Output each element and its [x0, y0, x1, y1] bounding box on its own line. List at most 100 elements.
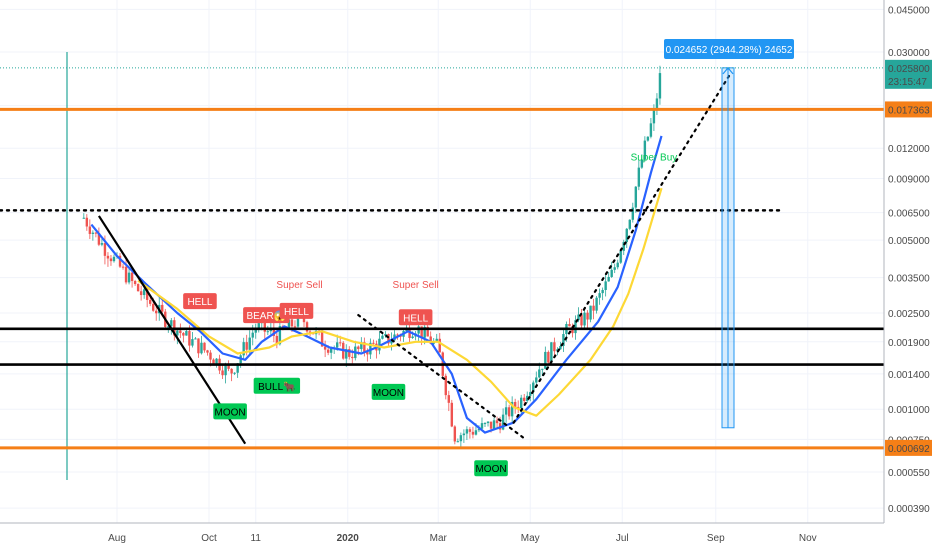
candle-body: [85, 217, 89, 227]
candle-body: [91, 232, 95, 234]
candle-body: [516, 406, 520, 409]
candle-body: [369, 342, 372, 355]
candle-body: [429, 336, 432, 344]
dotted-trendline: [512, 74, 731, 424]
candle-body: [411, 336, 414, 339]
price-tick-label: 0.006500: [888, 209, 930, 220]
candle-body: [426, 326, 429, 337]
candle-body: [471, 431, 475, 435]
candle-body: [320, 331, 324, 347]
candle-body: [293, 326, 297, 328]
candle-body: [357, 346, 360, 350]
candle-body: [619, 250, 622, 263]
signal-label-text: HELL: [403, 313, 428, 324]
candle-body: [139, 291, 143, 296]
candle-body: [188, 331, 191, 346]
candle-body: [221, 370, 224, 376]
candle-body: [658, 73, 662, 99]
candle-body: [308, 331, 312, 333]
candle-body: [640, 159, 644, 168]
candle-body: [227, 365, 230, 369]
candle-body: [97, 233, 101, 245]
candle-body: [200, 342, 203, 354]
candle-body: [366, 351, 369, 355]
candle-body: [643, 140, 647, 160]
candle-body: [495, 420, 499, 424]
signal-label-box: [279, 302, 314, 319]
signal-label-text: Super Buy: [631, 152, 678, 163]
candle-body: [266, 331, 270, 333]
candle-body: [577, 314, 580, 321]
candle-body: [568, 323, 571, 327]
time-tick-label: Mar: [430, 533, 448, 544]
signal-label: MOON: [371, 383, 406, 400]
candle-body: [381, 335, 384, 339]
candle-body: [601, 289, 604, 294]
price-label-text: 0.000692: [888, 444, 930, 455]
time-tick-label: Jul: [616, 533, 629, 544]
signal-label-box: [253, 377, 301, 394]
candle-body: [206, 350, 209, 353]
candle-body: [489, 421, 493, 429]
candle-body: [248, 337, 251, 350]
candle-body: [263, 321, 267, 332]
candle-body: [209, 352, 212, 360]
candle-body: [275, 335, 279, 345]
time-tick-label: Oct: [201, 533, 217, 544]
time-axis: Aug Oct 11 2020 Mar May Jul Sep Nov: [0, 522, 932, 550]
candle-body: [329, 348, 333, 353]
candle-body: [88, 226, 92, 234]
signal-label-text: MOON: [475, 464, 506, 475]
candle-body: [287, 319, 291, 329]
candle-body: [121, 266, 125, 268]
candle-body: [583, 312, 586, 326]
candle-body: [486, 421, 490, 424]
candle-body: [625, 228, 628, 243]
candle-body: [435, 338, 438, 342]
candle-body: [477, 428, 481, 431]
candle-body: [109, 258, 113, 262]
candle-body: [176, 330, 179, 336]
signal-label-box: [371, 383, 406, 400]
price-label-text: 0.025800: [888, 64, 930, 75]
candle-body: [348, 349, 351, 357]
price-tick-label: 0.000550: [888, 468, 930, 479]
candle-body: [535, 377, 538, 383]
signal-label-box: [243, 307, 290, 324]
candle-body: [212, 359, 215, 365]
candle-body: [652, 110, 656, 124]
signal-label: HELL: [398, 309, 433, 326]
candle-body: [155, 310, 158, 314]
candle-body: [474, 430, 478, 435]
candle-body: [257, 323, 260, 328]
candle-body: [236, 363, 239, 373]
candle-body: [595, 297, 598, 311]
candle-body: [529, 392, 532, 396]
candle-body: [326, 349, 330, 353]
candle-body: [185, 331, 188, 336]
candle-body: [100, 243, 104, 245]
signal-label: MOON: [213, 403, 247, 420]
candle-body: [339, 342, 342, 344]
candle-body: [215, 358, 218, 365]
candle-body: [447, 395, 451, 403]
price-label-text: 0.017363: [888, 105, 930, 116]
candle-body: [296, 313, 300, 327]
price-tick-label: 0.000390: [888, 504, 930, 515]
candle-body: [438, 338, 441, 353]
candle-body: [384, 333, 387, 336]
candle-body: [634, 186, 638, 208]
candle-body: [613, 267, 616, 270]
candle-body: [112, 256, 116, 262]
candle-body: [462, 433, 466, 436]
candle-body: [170, 320, 173, 327]
candle-body: [179, 330, 182, 334]
signal-label-text: HELL: [187, 297, 212, 308]
candle-body: [197, 338, 200, 354]
price-tick-label: 0.001400: [888, 370, 930, 381]
candle-body: [610, 269, 613, 277]
signal-label-box: [398, 309, 433, 326]
candle-body: [233, 372, 236, 374]
signal-label: Super Sell: [276, 280, 322, 291]
